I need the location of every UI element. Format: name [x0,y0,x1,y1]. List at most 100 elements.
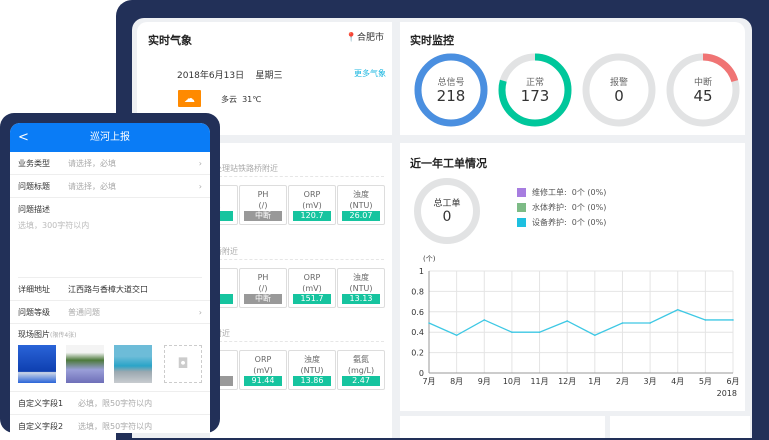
water-metric-card[interactable]: PH (/) 中断 [239,268,287,308]
legend-value: 0个 (0%) [571,203,607,212]
x-tick-label: 2月 [616,377,629,386]
ring-gauge [414,53,488,127]
metric-value: 151.7 [293,294,331,304]
y-tick-label: 0.4 [411,328,424,337]
add-photo-camera-icon[interactable]: ◘ [164,345,202,383]
water-metric-card[interactable]: ORP (mV) 151.7 [288,268,336,308]
data-point [455,334,458,337]
water-metric-card[interactable]: 氨氮 (mg/L) 2.47 [337,350,385,390]
back-chevron-icon[interactable]: < [18,130,29,145]
monitor-ring[interactable]: 总信号 218 [414,53,488,127]
photo-thumbnail[interactable] [66,345,104,383]
metric-name: ORP [303,273,321,282]
x-tick-label: 3月 [644,377,657,386]
phone-title: 巡河上报 [90,132,130,143]
ring-gauge [582,53,656,127]
phone-header: < 巡河上报 [10,123,210,152]
metric-name: 浊度 [353,190,369,199]
form-field[interactable]: 业务类型 请选择，必填 › [10,152,210,175]
x-tick-label: 6月 [726,377,739,386]
weather-temperature: 31℃ [242,95,262,104]
field-placeholder: 选填，限50字符以内 [78,422,153,431]
monitor-ring[interactable]: 报警 0 [582,53,656,127]
photo-thumbnail[interactable] [18,345,56,383]
custom-field[interactable]: 自定义字段2 选填，限50字符以内 [10,415,210,433]
metric-value: 13.13 [342,294,380,304]
location-pin-icon: 📍 [345,33,357,43]
total-label: 总工单 [433,199,461,209]
legend-item: 维修工单: 0个 (0%) [517,185,606,200]
partly-cloudy-icon: ☁ [178,90,201,107]
y-tick-label: 1 [419,267,424,276]
site-name: 处理站铁路桥附近 [214,164,278,173]
y-tick-label: 0.6 [411,308,424,317]
address-label: 详细地址 [18,285,50,294]
monitor-ring[interactable]: 正常 173 [498,53,572,127]
ring-gauge [666,53,740,127]
legend-value: 0个 (0%) [571,188,607,197]
ring-label: 中断 [693,78,712,88]
x-tick-label: 5月 [699,377,712,386]
legend-value: 0个 (0%) [571,218,607,227]
address-value: 江西路与香樟大道交口 [68,285,148,294]
water-metric-card[interactable]: 浊度 (NTU) 26.07 [337,185,385,225]
metric-value: 中断 [244,294,282,304]
y-tick-label: 0.2 [411,349,424,358]
field-label: 问题标题 [18,182,50,191]
metric-name: PH [257,273,269,282]
weather-date: 2018年6月13日 [177,71,245,81]
metric-value: 2.47 [342,376,380,386]
dashboard-screen: 实时气象 📍合肥市 2018年6月13日 星期三 更多气象 ☁ 多云 31℃ 实… [132,18,752,438]
photos-hint: (限传4张) [50,332,77,339]
chevron-right-icon: › [198,159,202,168]
x-tick-label: 9月 [478,377,491,386]
workorder-card: 近一年工单情况 总工单 0 维修工单: 0个 (0%) 水体养护: 0个 (0%)… [400,143,745,411]
metric-name: 浊度 [304,355,320,364]
water-metric-card[interactable]: ORP (mV) 91.44 [239,350,287,390]
data-point [649,322,651,324]
more-weather-link[interactable]: 更多气象 [354,69,386,78]
data-point [538,331,541,333]
description-field[interactable]: 问题描述 选填，300字符以内 [18,198,202,278]
field-label: 业务类型 [18,159,50,168]
total-value: 0 [442,209,452,225]
legend-label: 设备养护: [532,218,567,227]
metric-unit: (NTU) [349,284,373,293]
water-metric-card[interactable]: 浊度 (NTU) 13.86 [288,350,336,390]
site-name: 桥附近 [214,247,238,256]
water-metric-card[interactable]: PH (/) 中断 [239,185,287,225]
x-tick-label: 1月 [588,377,601,386]
data-point [511,331,513,333]
metric-unit: (/) [258,201,268,210]
metric-unit: (mg/L) [347,366,375,375]
data-point [428,322,430,324]
metric-unit: (mV) [253,366,273,375]
address-field[interactable]: 详细地址 江西路与香樟大道交口 [10,278,210,301]
x-axis-label: 2018 [717,389,737,398]
monitor-card: 实时监控 总信号 218 正常 173 报警 0 中断 45 [400,22,745,135]
total-workorder-ring: 总工单 0 [414,178,480,244]
photos-section: 现场图片(限传4张) ◘ [10,324,210,392]
data-point [594,334,596,337]
data-point [621,322,624,324]
metric-name: 氨氮 [353,355,369,364]
level-field[interactable]: 问题等级 普通问题 › [10,301,210,324]
description-label: 问题描述 [18,205,50,214]
custom-field[interactable]: 自定义字段1 必填，限50字符以内 [10,392,210,415]
workorder-legend: 维修工单: 0个 (0%) 水体养护: 0个 (0%) 设备养护: 0个 (0%) [517,185,606,230]
weather-title: 实时气象 [148,34,192,47]
monitor-title: 实时监控 [410,34,454,47]
form-field[interactable]: 问题标题 请选择，必填 › [10,175,210,198]
y-tick-label: 0.8 [411,287,424,296]
location[interactable]: 📍合肥市 [346,30,384,43]
photo-thumbnail[interactable] [114,345,152,383]
ring-label: 正常 [525,78,544,88]
water-metric-card[interactable]: ORP (mV) 120.7 [288,185,336,225]
monitor-ring[interactable]: 中断 45 [666,53,740,127]
metric-unit: (mV) [302,284,322,293]
water-metric-card[interactable]: 浊度 (NTU) 13.13 [337,268,385,308]
bottom-card-1 [400,416,605,438]
legend-item: 设备养护: 0个 (0%) [517,215,606,230]
phone-screen: < 巡河上报 业务类型 请选择，必填 › 问题标题 请选择，必填 › 问题描述 选填，30… [10,123,210,433]
metric-unit: (NTU) [300,366,324,375]
